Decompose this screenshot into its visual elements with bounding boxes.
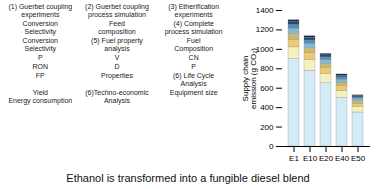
- svg-text:E1: E1: [289, 154, 299, 163]
- svg-text:0: 0: [269, 142, 274, 151]
- html-text:CN: CN: [188, 54, 199, 61]
- html-text:(2) Guerbet coupling process s: (2) Guerbet coupling process simulation: [85, 3, 149, 18]
- html-text:V: V: [114, 54, 120, 61]
- html-text:RON: RON: [32, 63, 49, 70]
- html-text:P: P: [38, 54, 43, 61]
- html-text:Yield Energy consumption: Yield Energy consumption: [8, 89, 73, 104]
- svg-text:400: 400: [260, 103, 274, 112]
- html-text:(1) Guerbet coupling experimen: (1) Guerbet coupling experiments: [8, 3, 73, 18]
- html-text:(6)Techno-economic Analysis: (6)Techno-economic Analysis: [85, 89, 149, 104]
- svg-text:1400: 1400: [256, 6, 274, 15]
- svg-text:800: 800: [260, 64, 274, 73]
- html-text:Feed composition: Feed composition: [98, 20, 136, 35]
- html-text:Conversion Selectivity: Conversion Selectivity: [22, 20, 58, 35]
- html-text:Properties: Properties: [101, 72, 133, 79]
- html-text:(3) Etherification experiments: (3) Etherification experiments: [168, 3, 220, 18]
- html-text:FP: FP: [35, 72, 45, 79]
- svg-text:600: 600: [260, 84, 274, 93]
- svg-text:1000: 1000: [256, 45, 274, 54]
- html-text:Fuel Composition: Fuel Composition: [174, 37, 214, 52]
- html-text:Equipment size: Equipment size: [169, 89, 218, 96]
- html-text:D: D: [114, 63, 120, 70]
- html-text:(6) Life Cycle Analysis: (6) Life Cycle Analysis: [173, 72, 215, 87]
- svg-text:Supply chainemission (g CO₂): Supply chainemission (g CO₂): [241, 48, 258, 109]
- html-text:Ethanol is transformed into a: Ethanol is transformed into a fungible d…: [66, 172, 310, 184]
- svg-text:E10: E10: [303, 154, 318, 163]
- svg-text:E20: E20: [319, 154, 334, 163]
- svg-text:200: 200: [260, 123, 274, 132]
- svg-text:E50: E50: [351, 154, 366, 163]
- html-text:(5) Fuel property analysis: (5) Fuel property analysis: [91, 37, 143, 52]
- html-text:(4) Complete process simulatio: (4) Complete process simulation: [164, 20, 223, 35]
- html-text:Conversion Selectivity: Conversion Selectivity: [22, 37, 58, 52]
- svg-text:E40: E40: [335, 154, 350, 163]
- svg-text:1200: 1200: [256, 25, 274, 34]
- html-text:P: P: [191, 63, 196, 70]
